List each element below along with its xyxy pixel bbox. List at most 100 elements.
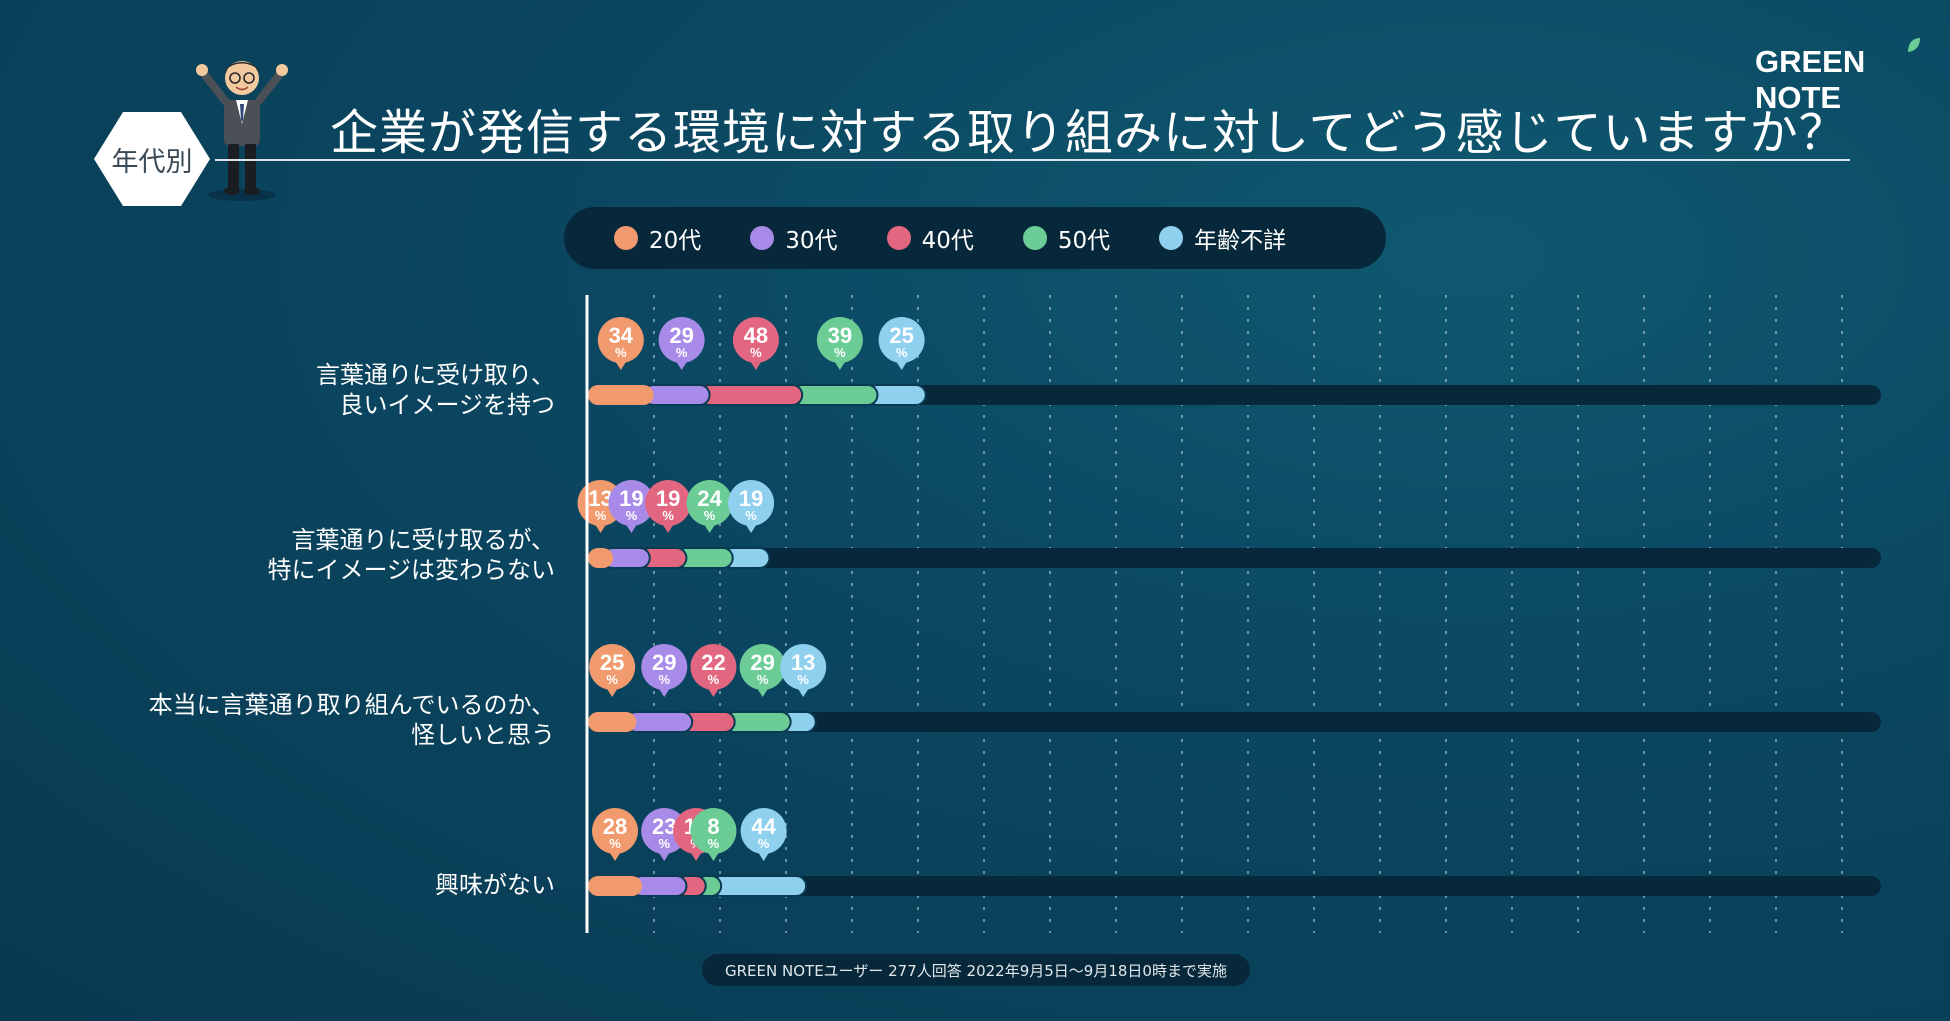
legend-item-unknown-age: 年齢不詳: [1159, 221, 1286, 255]
value-label-bubble: [690, 644, 737, 690]
value-label-unit: %: [834, 345, 846, 360]
brand-logo-text: GREEN NOTE: [1755, 44, 1866, 115]
survey-footnote: GREEN NOTEユーザー 277人回答 2022年9月5日〜9月18日0時ま…: [702, 954, 1250, 986]
value-label-50s: 39%: [816, 317, 863, 370]
value-label-unit: %: [708, 836, 720, 851]
value-label-pointer: [608, 850, 623, 861]
legend-item-50s: 50代: [1022, 221, 1110, 255]
value-label-40s: 19%: [645, 480, 692, 533]
value-labels: 34%29%48%39%25%13%19%19%24%19%25%29%22%2…: [577, 317, 925, 861]
legend-dot-50s: [1022, 226, 1047, 250]
value-label-20s: 28%: [592, 808, 639, 861]
legend-label-20s: 20代: [649, 228, 702, 254]
value-label-pointer: [702, 522, 717, 533]
value-label-unit: %: [758, 836, 770, 851]
value-label-bubble: [658, 317, 705, 363]
value-label-bubble: [608, 480, 655, 526]
value-label-pointer: [613, 359, 628, 370]
value-label-50s: 24%: [686, 480, 733, 533]
value-label-pointer: [657, 850, 672, 861]
value-label-bubble: [645, 480, 692, 526]
value-label-pointer: [744, 522, 759, 533]
value-label-bubble: [816, 317, 863, 363]
legend-label-40s: 40代: [921, 228, 974, 254]
value-label-30s: 29%: [658, 317, 705, 370]
value-label-number: 8: [707, 814, 719, 839]
value-label-number: 24: [697, 486, 722, 511]
brand-logo: GREEN NOTE: [1755, 38, 1950, 116]
bar-track: [588, 876, 1881, 896]
value-label-pointer: [674, 359, 689, 370]
value-label-40s: 48%: [732, 317, 779, 370]
value-label-number: 13: [588, 486, 612, 511]
bar-segment-40s: [698, 384, 804, 406]
value-label-50s: 8%: [690, 808, 737, 861]
value-label-bubble: [690, 808, 737, 854]
value-label-number: 29: [652, 650, 676, 675]
presenter-illustration: [196, 61, 288, 201]
value-label-unit: %: [704, 508, 716, 523]
bar-segment-unknown-age: [710, 875, 808, 897]
value-label-20s: 34%: [597, 317, 644, 370]
value-label-bubble: [641, 808, 688, 854]
value-label-unit: %: [745, 508, 757, 523]
page-title: 企業が発信する環境に対する取り組みに対してどう感じていますか？: [330, 105, 1848, 161]
value-label-unit: %: [708, 672, 720, 687]
value-label-unit: %: [896, 345, 908, 360]
bar-segment-20s: [588, 876, 643, 896]
bar-track: [588, 548, 1881, 568]
chart-legend: 20代 30代 40代 50代 年齢不詳: [564, 207, 1386, 269]
value-label-bubble: [740, 808, 787, 854]
value-label-number: 23: [652, 814, 676, 839]
value-label-number: 19: [619, 486, 643, 511]
category-label-no-interest: 興味がない: [435, 871, 555, 899]
value-label-unit: %: [609, 836, 621, 851]
age-group-badge-label: 年代別: [111, 146, 193, 178]
value-label-pointer: [706, 686, 721, 697]
value-label-pointer: [661, 522, 676, 533]
value-label-20s: 25%: [589, 644, 636, 697]
value-label-unit: %: [606, 672, 618, 687]
legend-item-30s: 30代: [750, 221, 838, 255]
value-label-30s: 19%: [608, 480, 655, 533]
value-label-pointer: [605, 686, 620, 697]
value-label-bubble: [739, 644, 786, 690]
value-label-number: 28: [603, 814, 627, 839]
value-label-bubble: [878, 317, 925, 363]
value-label-number: 19: [739, 486, 763, 511]
bar-segment-50s: [791, 384, 879, 406]
category-label-good-image: 言葉通りに受け取り、 良いイメージを持つ: [315, 361, 555, 419]
value-label-bubble: [728, 480, 775, 526]
bar-segment-20s: [588, 712, 637, 732]
value-label-pointer: [894, 359, 909, 370]
value-label-pointer: [624, 522, 639, 533]
legend-dot-unknown-age: [1159, 226, 1184, 250]
legend-item-20s: 20代: [614, 221, 701, 255]
legend-dot-40s: [886, 226, 911, 250]
bar-track: [588, 712, 1881, 732]
category-label-no-change: 言葉通りに受け取るが、 特にイメージは変わらない: [267, 526, 555, 584]
value-label-pointer: [796, 686, 811, 697]
value-label-number: 29: [669, 323, 693, 348]
value-label-number: 19: [656, 486, 680, 511]
value-label-number: 48: [744, 323, 768, 348]
value-label-unknown-age: 25%: [878, 317, 925, 370]
value-label-pointer: [706, 850, 721, 861]
value-label-number: 44: [751, 814, 776, 839]
legend-label-unknown-age: 年齢不詳: [1194, 228, 1287, 254]
value-label-pointer: [657, 686, 672, 697]
bar-segments: [588, 384, 927, 897]
value-label-number: 25: [889, 323, 913, 348]
value-label-50s: 29%: [739, 644, 786, 697]
value-label-unit: %: [595, 508, 607, 523]
value-label-number: 22: [701, 650, 725, 675]
value-label-40s: 22%: [690, 644, 737, 697]
value-label-30s: 29%: [641, 644, 688, 697]
value-label-pointer: [689, 850, 704, 861]
value-label-unit: %: [626, 508, 638, 523]
value-label-unit: %: [757, 672, 769, 687]
value-label-pointer: [755, 686, 770, 697]
value-label-bubble: [780, 644, 827, 690]
value-label-bubble: [641, 644, 688, 690]
